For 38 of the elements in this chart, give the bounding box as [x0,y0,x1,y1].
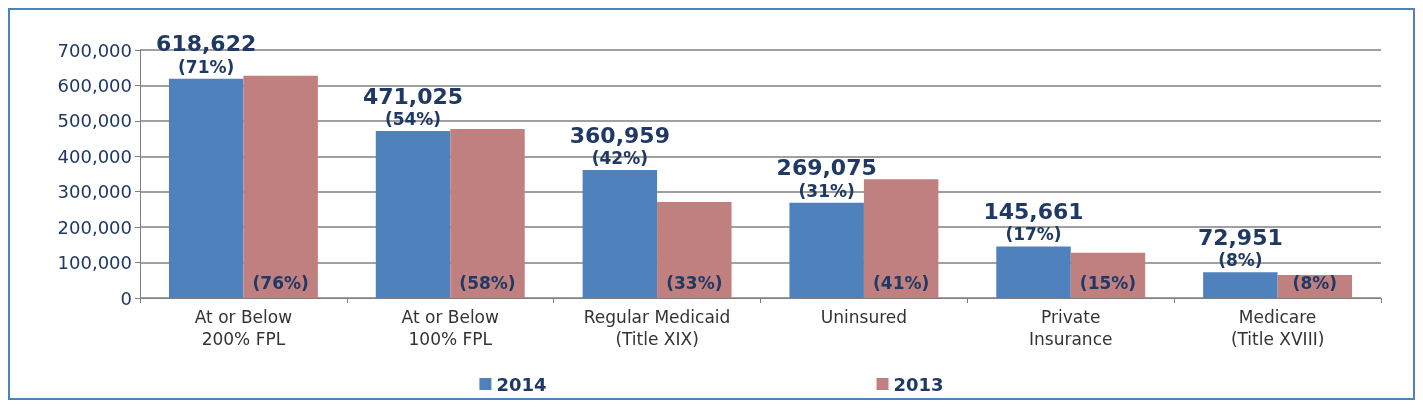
data-label: 360,959 (42%) [569,122,670,169]
annotation: (8%) [1292,272,1338,293]
y-tick-label: 200,000 [57,216,132,238]
bar [582,170,658,298]
y-tick-label: 600,000 [57,74,132,96]
data-label: 72,951 (8%) [1197,224,1283,271]
bar [1203,272,1278,298]
bar [996,246,1071,298]
annotation: (41%) [873,272,930,293]
bar [657,201,732,298]
annotation: (33%) [666,272,723,293]
y-tick-label: 300,000 [57,181,132,203]
data-label: 618,622 (71%) [156,31,257,77]
y-tick-label: 700,000 [57,39,132,61]
data-label: 269,075 (31%) [776,155,877,201]
bar [789,202,864,298]
legend-label: 2014 [496,373,547,395]
data-label: 471,025 (54%) [362,83,464,130]
y-tick-label: 0 [120,287,132,309]
x-tick-label: Uninsured [820,307,908,327]
annotation: (58%) [459,272,516,293]
annotation: (15%) [1079,272,1137,293]
bar [168,78,244,298]
x-tick-label: At or Below 100% FPL [401,307,500,349]
bar [450,129,525,298]
y-tick-label: 100,000 [57,252,132,274]
x-tick-label: At or Below 200% FPL [194,307,293,349]
y-tick-label: 400,000 [57,145,132,167]
x-tick-label: Medicare (Title XVIII) [1230,307,1325,349]
bar [375,131,451,298]
bar [243,75,318,298]
bar [863,179,939,298]
data-label: 145,661 (17%) [983,198,1084,245]
annotation: (76%) [252,272,309,293]
x-tick-label: Regular Medicaid (Title XIX) [583,307,731,349]
legend-label: 2013 [893,373,944,395]
y-tick-label: 500,000 [57,110,132,132]
x-tick-label: Private Insurance [1029,307,1113,349]
